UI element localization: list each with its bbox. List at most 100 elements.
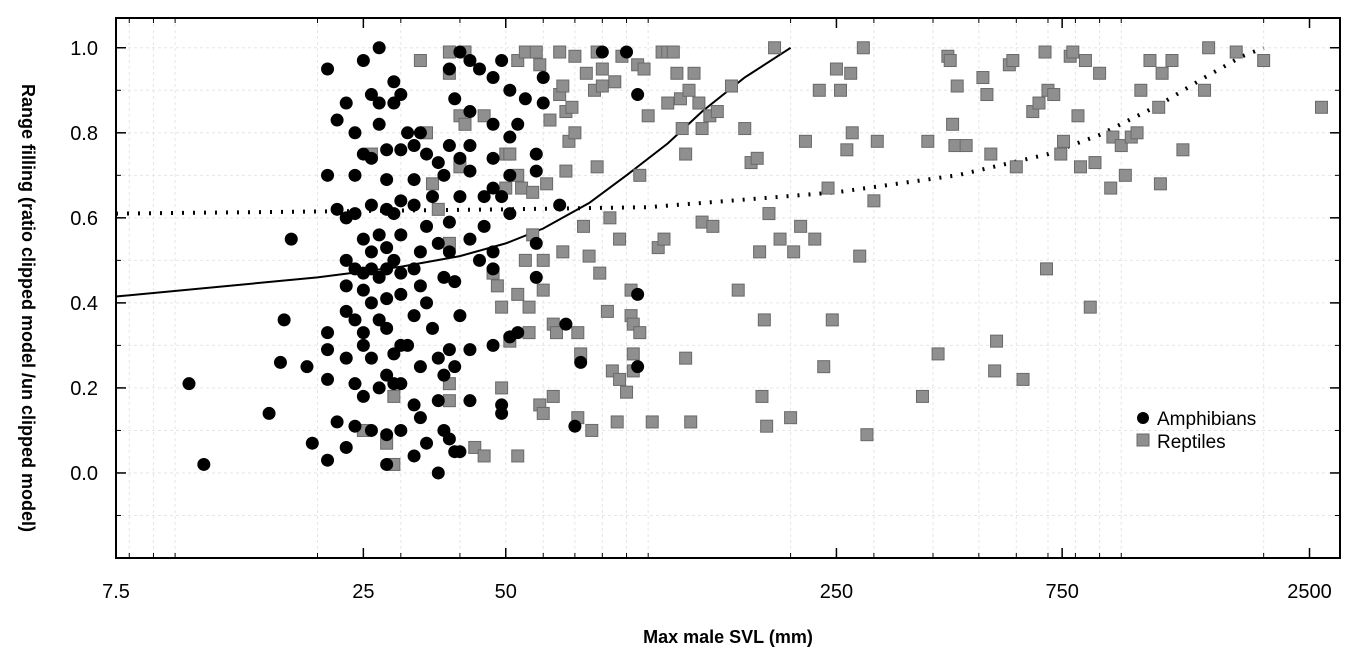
amphibian-point bbox=[394, 88, 408, 102]
reptile-point bbox=[1130, 126, 1144, 140]
reptile-point bbox=[546, 389, 560, 403]
reptile-point bbox=[1152, 100, 1166, 114]
reptile-point bbox=[657, 232, 671, 246]
amphibian-point bbox=[448, 360, 462, 374]
reptile-point bbox=[1054, 147, 1068, 161]
amphibian-point bbox=[463, 105, 477, 119]
reptile-point bbox=[812, 83, 826, 97]
amphibian-point bbox=[339, 279, 353, 293]
reptile-point bbox=[565, 100, 579, 114]
reptile-point bbox=[1093, 66, 1107, 80]
reptile-point bbox=[571, 326, 585, 340]
reptile-point bbox=[522, 326, 536, 340]
reptile-point bbox=[1118, 168, 1132, 182]
reptile-point bbox=[1057, 134, 1071, 148]
amphibian-point bbox=[262, 406, 276, 420]
amphibian-point bbox=[442, 343, 456, 357]
reptile-point bbox=[495, 300, 509, 314]
y-tick-label: 0.8 bbox=[70, 123, 98, 145]
amphibian-point bbox=[387, 253, 401, 267]
reptile-point bbox=[762, 207, 776, 221]
reptile-point bbox=[845, 126, 859, 140]
amphibian-point bbox=[463, 164, 477, 178]
reptile-point bbox=[867, 194, 881, 208]
reptile-point bbox=[637, 62, 651, 76]
reptile-point bbox=[738, 122, 752, 136]
amphibian-point bbox=[486, 245, 500, 259]
amphibian-point bbox=[394, 423, 408, 437]
amphibian-point bbox=[473, 62, 487, 76]
amphibian-point bbox=[453, 190, 467, 204]
reptile-point bbox=[755, 389, 769, 403]
reptile-point bbox=[1047, 88, 1061, 102]
reptile-point bbox=[1083, 300, 1097, 314]
reptile-point bbox=[1104, 181, 1118, 195]
amphibian-point bbox=[413, 411, 427, 425]
amphibian-point bbox=[420, 147, 434, 161]
amphibian-point bbox=[486, 181, 500, 195]
amphibian-point bbox=[321, 62, 335, 76]
reptile-point bbox=[840, 143, 854, 157]
amphibian-point bbox=[407, 173, 421, 187]
reptile-point bbox=[553, 45, 567, 59]
reptile-point bbox=[582, 249, 596, 263]
amphibian-point bbox=[620, 45, 634, 59]
amphibian-point bbox=[437, 270, 451, 284]
reptile-point bbox=[760, 419, 774, 433]
amphibian-point bbox=[473, 253, 487, 267]
reptile-point bbox=[495, 381, 509, 395]
amphibian-point bbox=[486, 117, 500, 131]
amphibian-point bbox=[364, 423, 378, 437]
amphibian-point bbox=[339, 96, 353, 110]
reptile-point bbox=[549, 326, 563, 340]
data-points bbox=[182, 41, 1328, 480]
amphibian-point bbox=[364, 296, 378, 310]
amphibian-point bbox=[348, 126, 362, 140]
reptile-point bbox=[984, 147, 998, 161]
amphibian-point bbox=[503, 207, 517, 221]
reptile-point bbox=[613, 372, 627, 386]
reptile-point bbox=[442, 394, 456, 408]
amphibian-point bbox=[595, 45, 609, 59]
reptile-point bbox=[515, 181, 529, 195]
amphibian-point bbox=[442, 62, 456, 76]
reptile-point bbox=[559, 164, 573, 178]
reptile-point bbox=[724, 79, 738, 93]
reptile-point bbox=[1155, 66, 1169, 80]
reptile-point bbox=[1153, 177, 1167, 191]
amphibian-point bbox=[536, 96, 550, 110]
reptile-point bbox=[768, 41, 782, 55]
reptile-point bbox=[490, 279, 504, 293]
amphibian-point bbox=[407, 398, 421, 412]
amphibian-point bbox=[356, 338, 370, 352]
amphibian-point bbox=[529, 147, 543, 161]
reptile-point bbox=[536, 253, 550, 267]
reptile-point bbox=[682, 83, 696, 97]
reptile-point bbox=[593, 266, 607, 280]
amphibian-point bbox=[511, 326, 525, 340]
reptile-point bbox=[529, 45, 543, 59]
amphibian-point bbox=[420, 219, 434, 233]
amphibian-point bbox=[420, 296, 434, 310]
amphibian-point bbox=[413, 245, 427, 259]
amphibian-point bbox=[463, 54, 477, 68]
amphibian-point bbox=[495, 190, 509, 204]
reptile-point bbox=[753, 245, 767, 259]
amphibian-point bbox=[356, 54, 370, 68]
amphibian-point bbox=[529, 270, 543, 284]
amphibian-point bbox=[503, 130, 517, 144]
amphibian-point bbox=[364, 245, 378, 259]
y-tick-label: 0.6 bbox=[70, 208, 98, 230]
amphibian-point bbox=[477, 190, 491, 204]
amphibian-point bbox=[477, 219, 491, 233]
reptile-point bbox=[533, 58, 547, 72]
amphibian-point bbox=[407, 139, 421, 153]
reptile-point bbox=[613, 232, 627, 246]
reptile-point bbox=[784, 411, 798, 425]
amphibian-point bbox=[495, 54, 509, 68]
amphibian-point bbox=[348, 419, 362, 433]
amphibian-point bbox=[463, 394, 477, 408]
amphibian-point bbox=[387, 75, 401, 89]
x-tick-label: 2500 bbox=[1287, 581, 1332, 603]
reptile-point bbox=[1314, 100, 1328, 114]
